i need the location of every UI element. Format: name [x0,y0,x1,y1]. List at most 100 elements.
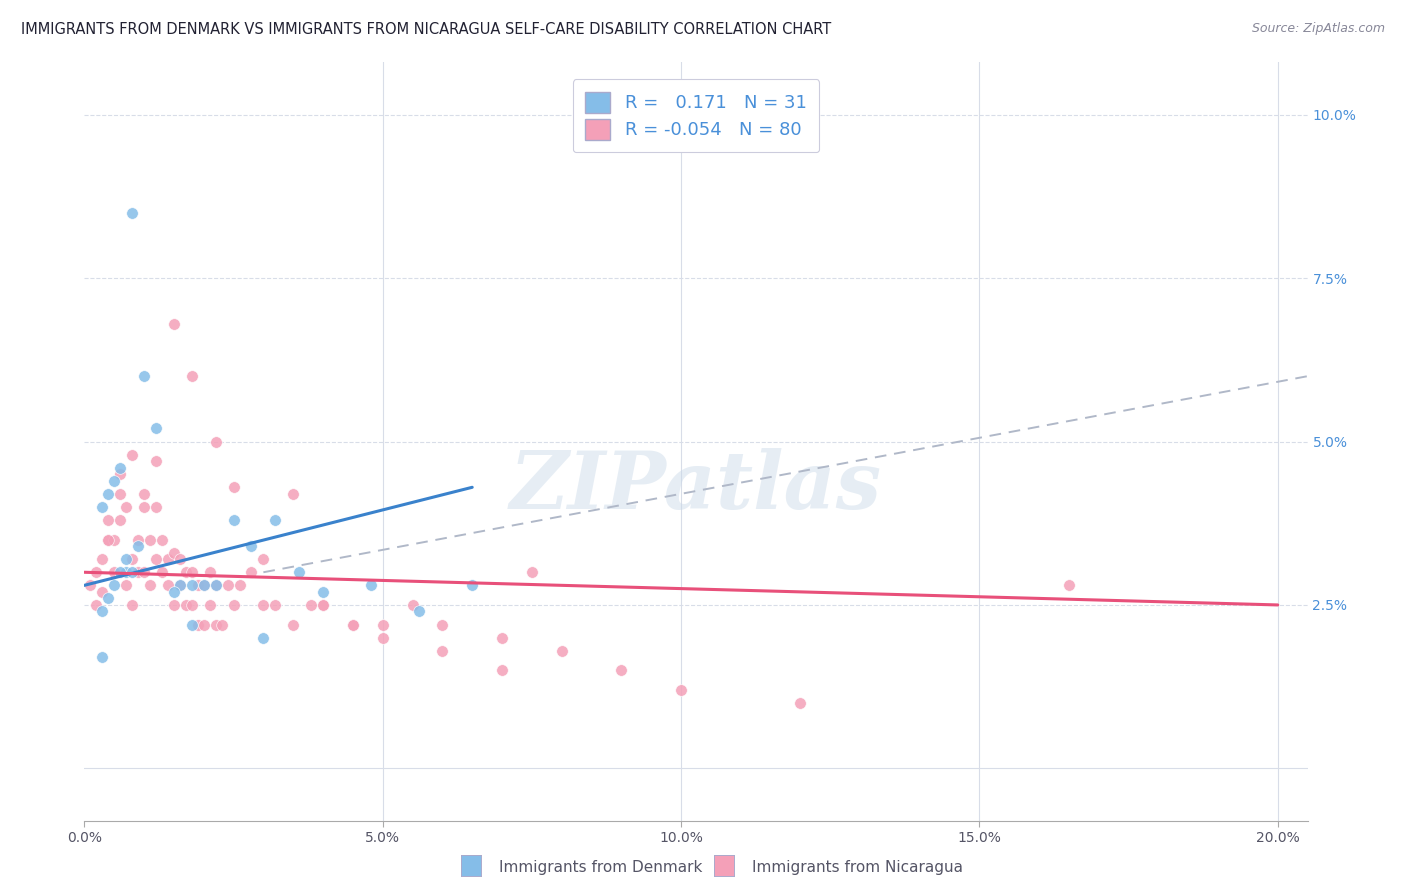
Point [169,552,191,566]
Point [127,566,149,580]
Point [204,617,226,632]
Point [520,566,543,580]
Point [312,598,335,612]
Point [115,552,138,566]
Point [610,663,633,677]
Point [91,650,114,665]
Point [211,617,233,632]
Point [360,578,382,592]
Point [103,474,125,488]
Text: Immigrants from Nicaragua: Immigrants from Nicaragua [752,860,963,874]
Point [491,663,513,677]
Point [491,631,513,645]
Point [187,617,209,632]
Point [150,566,173,580]
Point [342,617,364,632]
Point [180,566,202,580]
Point [169,578,191,592]
Point [283,617,305,632]
Point [108,487,131,501]
Point [121,598,143,612]
Point [91,585,114,599]
Point [132,566,155,580]
Point [174,598,197,612]
Point [240,539,263,553]
Point [97,533,120,547]
Point [97,591,120,606]
Point [103,578,125,592]
Point [132,487,155,501]
Point [84,566,107,580]
Point [121,552,143,566]
Point [193,578,215,592]
Point [156,578,179,592]
Point [127,533,149,547]
Point [180,617,202,632]
Point [204,578,226,592]
Point [150,533,173,547]
Point [115,578,138,592]
Point [91,500,114,514]
Point [163,585,186,599]
Point [121,206,143,220]
Point [145,500,167,514]
Point [342,617,364,632]
Text: IMMIGRANTS FROM DENMARK VS IMMIGRANTS FROM NICARAGUA SELF-CARE DISABILITY CORREL: IMMIGRANTS FROM DENMARK VS IMMIGRANTS FR… [21,22,831,37]
Point [121,448,143,462]
Point [108,460,131,475]
Point [264,513,287,527]
Point [371,631,394,645]
Point [145,421,167,435]
Point [240,566,263,580]
Point [1057,578,1080,592]
Point [174,566,197,580]
Point [103,533,125,547]
Point [108,513,131,527]
Point [288,566,311,580]
Point [97,513,120,527]
Point [198,566,221,580]
Point [91,552,114,566]
Point [204,434,226,449]
Legend: R =   0.171   N = 31, R = -0.054   N = 80: R = 0.171 N = 31, R = -0.054 N = 80 [572,79,820,153]
Point [408,605,430,619]
Text: Immigrants from Denmark: Immigrants from Denmark [499,860,703,874]
Point [789,696,811,710]
Point [228,578,250,592]
Point [108,467,131,482]
Point [312,585,335,599]
Point [103,566,125,580]
Point [222,480,245,494]
Point [252,631,274,645]
Point [180,369,202,384]
Point [97,533,120,547]
Point [127,539,149,553]
Point [169,578,191,592]
Point [180,578,202,592]
Point [163,317,186,331]
Text: ZIPatlas: ZIPatlas [510,449,882,525]
Point [163,598,186,612]
Point [193,578,215,592]
Point [145,454,167,468]
Point [312,598,335,612]
Point [461,578,484,592]
Point [79,578,101,592]
Point [222,598,245,612]
Text: Source: ZipAtlas.com: Source: ZipAtlas.com [1251,22,1385,36]
Point [669,682,692,697]
Point [132,369,155,384]
Point [252,598,274,612]
Point [283,487,305,501]
Point [204,578,226,592]
Point [139,578,162,592]
Point [187,578,209,592]
Point [217,578,239,592]
Point [401,598,423,612]
Point [121,566,143,580]
Point [222,513,245,527]
Point [132,500,155,514]
Point [145,552,167,566]
Point [198,598,221,612]
Point [156,552,179,566]
